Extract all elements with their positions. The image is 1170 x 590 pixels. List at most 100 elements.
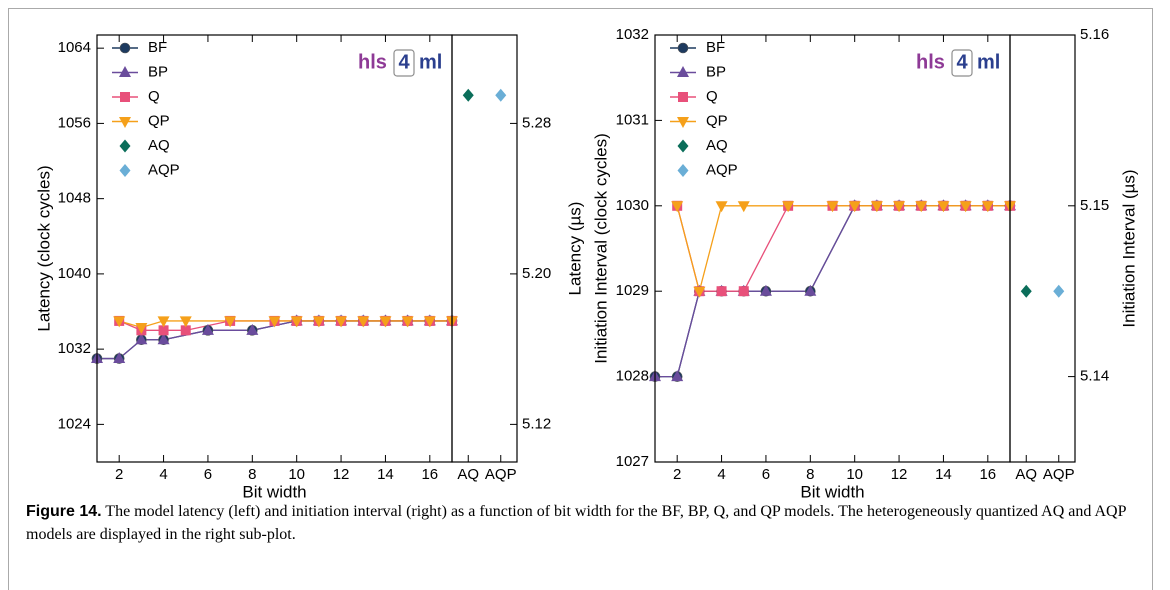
x-tick-label: 2 — [673, 466, 681, 483]
page-frame — [8, 8, 1153, 590]
y-tick-label: 1032 — [58, 340, 91, 357]
data-point — [959, 201, 972, 213]
side-point — [495, 88, 507, 102]
legend-marker — [677, 139, 689, 153]
caption: Figure 14. The model latency (left) and … — [26, 500, 1136, 546]
x-tick-label: 6 — [204, 466, 212, 483]
y2-tick-label: 5.28 — [522, 114, 551, 131]
x-tick-label: 14 — [377, 466, 394, 483]
logo-text: ml — [977, 51, 1000, 73]
data-point — [782, 201, 795, 213]
x-tick-label: 4 — [159, 466, 167, 483]
data-point — [715, 201, 728, 213]
data-point — [179, 316, 192, 328]
legend-label: AQ — [148, 137, 170, 154]
data-point — [290, 316, 303, 328]
series-line — [118, 320, 452, 331]
data-point — [157, 316, 170, 328]
data-point — [246, 323, 259, 335]
data-point — [870, 201, 883, 213]
x-axis-label: Bit width — [242, 482, 306, 500]
data-point — [113, 352, 126, 364]
y-tick-label: 1031 — [616, 111, 649, 128]
side-point — [1053, 284, 1065, 298]
data-point — [848, 201, 861, 213]
x-tick-label: 8 — [806, 466, 814, 483]
x-tick-label: 16 — [421, 466, 438, 483]
series-line — [676, 205, 1010, 294]
legend-label: BP — [706, 63, 726, 80]
y-tick-label: 1056 — [58, 114, 91, 131]
legend-marker — [677, 164, 689, 177]
legend-label: QP — [148, 112, 170, 129]
data-point — [379, 316, 392, 328]
caption-text: The model latency (left) and initiation … — [26, 503, 1126, 543]
data-point — [312, 316, 325, 328]
legend-marker — [119, 164, 131, 177]
y2-tick-label: 5.14 — [1080, 368, 1109, 385]
side-frame — [451, 34, 518, 463]
legend-marker — [119, 66, 131, 77]
data-point — [180, 325, 191, 336]
data-point — [716, 286, 727, 297]
y-tick-label: 1048 — [58, 190, 91, 207]
y-tick-label: 1029 — [616, 282, 649, 299]
x-tick-label: 8 — [248, 466, 256, 483]
data-point — [357, 316, 370, 328]
legend-marker — [677, 42, 689, 54]
data-point — [113, 316, 126, 328]
data-point — [401, 316, 414, 328]
data-point — [135, 333, 148, 345]
logo-text: hls — [916, 51, 945, 73]
y2-tick-label: 5.20 — [522, 265, 551, 282]
logo-text: ml — [419, 51, 442, 73]
x-tick-label: 4 — [717, 466, 725, 483]
logo-text: 4 — [956, 51, 968, 73]
y-tick-label: 1027 — [616, 453, 649, 470]
data-point — [135, 323, 148, 335]
y2-axis-label: Latency (µs) — [565, 202, 584, 296]
x-tick-label: 6 — [762, 466, 770, 483]
side-category-label: AQP — [1043, 466, 1075, 483]
data-point — [423, 316, 436, 328]
y-axis-label: Latency (clock cycles) — [34, 165, 53, 331]
y-axis-label: Initiation Interval (clock cycles) — [591, 133, 610, 364]
data-point — [671, 370, 684, 382]
side-point — [1020, 284, 1032, 298]
x-tick-label: 12 — [333, 466, 350, 483]
logo-box — [951, 49, 973, 77]
side-category-label: AQ — [1015, 466, 1037, 483]
legend-label: Q — [148, 88, 160, 105]
y-tick-label: 1040 — [58, 265, 91, 282]
figure: 1024 1032 1040 1048 1056 10 6 4 5.12 5.20 5.28 2 4 6 8… — [34, 26, 1138, 500]
side-point — [462, 88, 474, 102]
data-point — [737, 201, 750, 213]
data-point — [981, 201, 994, 213]
data-point — [759, 284, 772, 296]
x-tick-label: 2 — [115, 466, 123, 483]
y-tick-label: 1030 — [616, 197, 649, 214]
y2-tick-label: 5.12 — [522, 415, 551, 432]
y-tick-label: 1024 — [58, 415, 91, 432]
series-line — [119, 320, 452, 329]
y2-tick-label: 5.16 — [1080, 26, 1109, 43]
logo-text: hls — [358, 51, 387, 73]
side-category-label: AQP — [485, 466, 517, 483]
legend-marker — [119, 117, 131, 128]
data-point — [201, 323, 214, 335]
legend-marker — [119, 139, 131, 153]
legend-label: BF — [706, 39, 725, 56]
legend-label: QP — [706, 112, 728, 129]
x-tick-label: 10 — [288, 466, 305, 483]
legend-marker — [677, 66, 689, 77]
logo-text: 4 — [398, 51, 410, 73]
legend-label: AQP — [706, 161, 738, 178]
data-point — [893, 201, 906, 213]
x-tick-label: 14 — [935, 466, 952, 483]
data-point — [268, 316, 281, 328]
legend-label: BF — [148, 39, 167, 56]
data-point — [335, 316, 348, 328]
logo-box — [393, 49, 415, 77]
data-point — [738, 286, 749, 297]
